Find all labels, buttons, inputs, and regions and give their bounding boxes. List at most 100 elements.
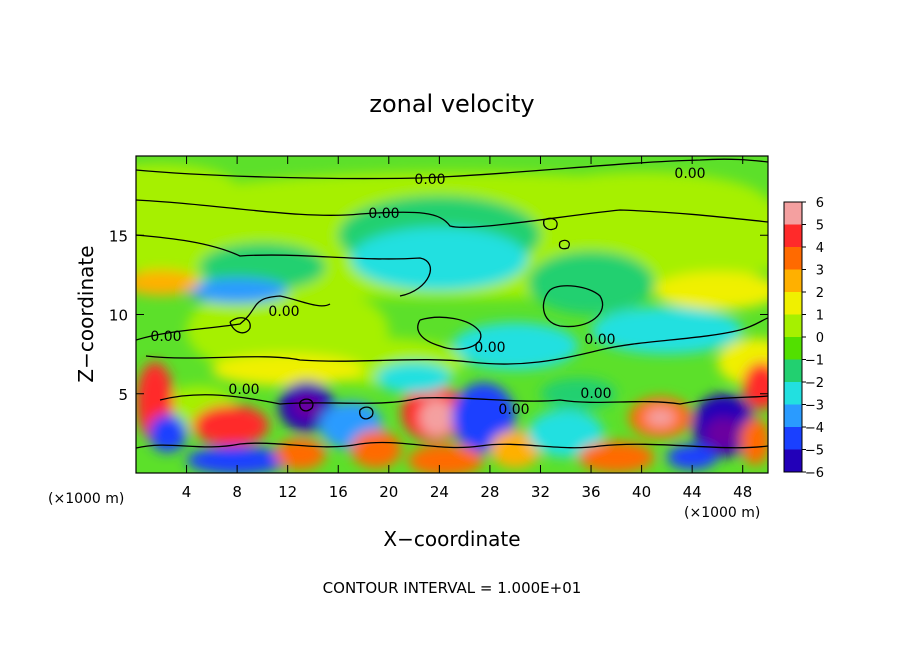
zero-contour-line bbox=[136, 199, 768, 228]
contour-label: 0.00 bbox=[498, 402, 529, 418]
x-tick-label: 32 bbox=[531, 483, 550, 501]
colorbar-band bbox=[784, 337, 802, 360]
x-axis-label: X−coordinate bbox=[383, 527, 520, 551]
zero-contour-line bbox=[159, 394, 768, 405]
zero-contour-line bbox=[136, 295, 331, 341]
zero-contour-line bbox=[417, 316, 482, 350]
colorbar-label: 0 bbox=[816, 331, 824, 346]
contour-label: 0.00 bbox=[368, 206, 399, 222]
field-patch bbox=[136, 163, 238, 212]
colorbar-label: −1 bbox=[805, 354, 824, 369]
x-tick-label: 12 bbox=[278, 483, 297, 501]
zero-contour-line bbox=[136, 158, 768, 180]
field-patch bbox=[527, 409, 604, 458]
contour-label: 0.00 bbox=[474, 340, 505, 356]
y-axis: 5 10 15 bbox=[109, 227, 768, 404]
contour-label: 0.00 bbox=[580, 386, 611, 402]
colorbar-band bbox=[784, 224, 802, 248]
colorbar-band bbox=[784, 449, 802, 473]
colorbar-band bbox=[784, 292, 802, 315]
colorbar-band bbox=[784, 269, 802, 293]
field-patch bbox=[578, 441, 655, 473]
x-tick-label: 40 bbox=[632, 483, 651, 501]
contour-interval-footer: CONTOUR INTERVAL = 1.000E+01 bbox=[323, 579, 582, 597]
field-patch bbox=[591, 306, 743, 355]
colorbar-label: 4 bbox=[816, 241, 824, 256]
field-patch bbox=[275, 438, 326, 470]
x-unit-right: (×1000 m) bbox=[684, 505, 760, 521]
field-patch bbox=[136, 270, 200, 296]
x-unit-left: (×1000 m) bbox=[48, 491, 124, 507]
x-tick-label: 44 bbox=[683, 483, 702, 501]
field-patch bbox=[186, 446, 288, 473]
colorbar-band bbox=[784, 359, 802, 383]
field-patch bbox=[148, 414, 187, 453]
y-tick-label: 10 bbox=[109, 307, 128, 325]
colorbar-band bbox=[784, 404, 802, 428]
field-patch bbox=[489, 430, 541, 469]
y-tick-label: 5 bbox=[118, 386, 128, 404]
field-patch bbox=[192, 404, 269, 447]
colorbar-band bbox=[784, 314, 802, 338]
field-patch bbox=[654, 271, 768, 310]
zero-contour-line bbox=[136, 441, 768, 449]
field-patch bbox=[211, 354, 364, 386]
contour-label: 0.00 bbox=[228, 382, 259, 398]
colorbar-label: 2 bbox=[816, 286, 824, 301]
plot-area bbox=[136, 156, 768, 473]
colorbar-label: 1 bbox=[816, 309, 824, 324]
colorbar-label: −2 bbox=[805, 376, 824, 391]
x-tick-label: 28 bbox=[480, 483, 499, 501]
zero-contour-line bbox=[359, 406, 374, 420]
contour-label: 0.00 bbox=[414, 172, 445, 188]
colorbar-label: −4 bbox=[805, 421, 824, 436]
colorbar-label: −5 bbox=[805, 444, 824, 459]
field-patch bbox=[452, 322, 579, 370]
field-patch bbox=[742, 362, 768, 410]
colorbar-band bbox=[784, 202, 802, 225]
x-tick-label: 48 bbox=[733, 483, 752, 501]
colorbar-label: 6 bbox=[816, 196, 824, 211]
colorbar-label: −3 bbox=[805, 399, 824, 414]
colorbar-label: 5 bbox=[816, 219, 824, 234]
field-patch bbox=[350, 430, 402, 469]
zero-contour-line bbox=[543, 217, 558, 231]
field-patch bbox=[376, 362, 452, 394]
zero-contour-line bbox=[229, 317, 251, 334]
colorbar-label: 3 bbox=[816, 264, 824, 279]
colorbar-label: −6 bbox=[805, 466, 824, 481]
contour-label: 0.00 bbox=[268, 304, 299, 320]
field-patch bbox=[666, 444, 718, 470]
x-tick-label: 16 bbox=[329, 483, 348, 501]
field-patch bbox=[291, 393, 322, 420]
field-patch bbox=[740, 417, 768, 466]
field-patch bbox=[350, 227, 528, 291]
zero-contour-line bbox=[145, 317, 768, 365]
zero-contour-line bbox=[542, 285, 604, 328]
field-patch bbox=[645, 408, 676, 428]
colorbar-band bbox=[784, 382, 802, 405]
field-patch bbox=[186, 278, 288, 304]
zero-contour-line bbox=[558, 239, 570, 250]
contour-label: 0.00 bbox=[150, 329, 181, 345]
y-tick-label: 15 bbox=[109, 227, 128, 245]
contour-label: 0.00 bbox=[584, 332, 615, 348]
zero-contour-line bbox=[299, 398, 314, 412]
field-patch bbox=[704, 417, 743, 450]
x-tick-label: 36 bbox=[581, 483, 600, 501]
field-patch bbox=[419, 398, 455, 437]
field-patch bbox=[407, 444, 484, 473]
y-axis-label: Z−coordinate bbox=[74, 245, 98, 382]
x-tick-label: 4 bbox=[182, 483, 192, 501]
chart-title: zonal velocity bbox=[369, 90, 534, 118]
colorbar-band bbox=[784, 427, 802, 450]
field-patch bbox=[527, 251, 655, 315]
field-patch bbox=[515, 171, 768, 236]
colorbar: 6 5 4 3 2 1 0 −1 −2 −3 −4 −5 −6 bbox=[783, 196, 824, 481]
x-tick-label: 24 bbox=[430, 483, 449, 501]
contour-label: 0.00 bbox=[674, 166, 705, 182]
x-tick-label: 8 bbox=[232, 483, 242, 501]
x-tick-label: 20 bbox=[379, 483, 398, 501]
colorbar-band bbox=[784, 247, 802, 270]
